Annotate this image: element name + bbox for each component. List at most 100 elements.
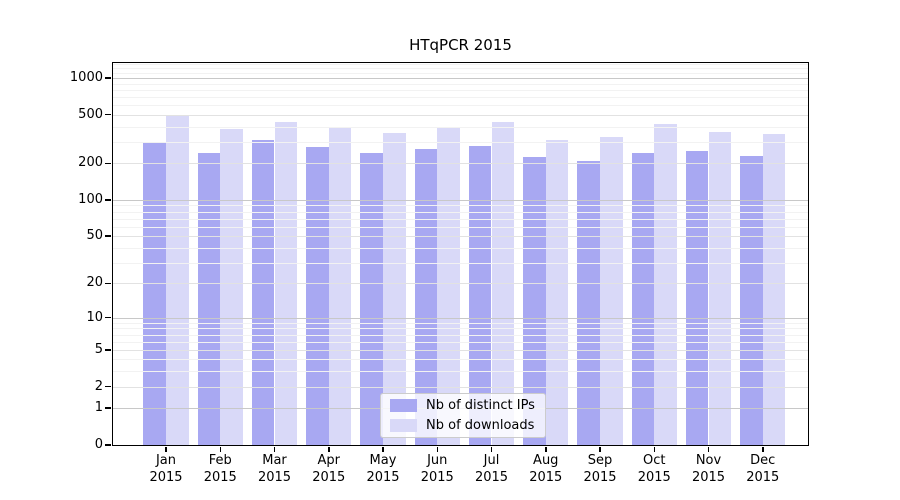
legend-label-distinct-ips: Nb of distinct IPs <box>426 398 535 413</box>
y-tick-label-10: 10 <box>86 309 103 325</box>
bar-nb-of-downloads-aug <box>545 140 569 445</box>
y-gridline-70 <box>113 218 808 220</box>
bar-nb-of-distinct-ips-jun <box>414 148 438 445</box>
y-gridline-80 <box>113 211 808 213</box>
x-tick-label-year: 2015 <box>691 469 726 485</box>
y-gridline-3 <box>113 371 808 373</box>
y-gridline-1000 <box>113 77 808 79</box>
y-gridline-700 <box>113 96 808 98</box>
bar-nb-of-downloads-may <box>383 133 406 445</box>
x-tick-label-month: Jun <box>427 453 448 468</box>
y-tick-label-1000: 1000 <box>69 69 103 85</box>
bar-nb-of-distinct-ips-jul <box>468 146 492 445</box>
y-gridline-1300 <box>113 64 808 66</box>
x-tick-label-month: Nov <box>695 453 722 468</box>
x-tick-jun <box>436 446 438 452</box>
y-gridline-2 <box>113 386 808 388</box>
x-tick-may <box>382 446 384 452</box>
x-tick-label-year: 2015 <box>637 469 671 485</box>
y-gridline-90 <box>113 205 808 207</box>
y-tick-label-100: 100 <box>78 191 103 207</box>
y-tick-label-50: 50 <box>86 228 103 244</box>
x-tick-label-month: Feb <box>208 453 232 468</box>
y-tick-label-1: 1 <box>94 400 103 416</box>
y-gridline-10 <box>113 317 808 319</box>
x-tick-label-oct: Oct 2015 <box>622 453 686 486</box>
y-gridline-200 <box>113 163 808 165</box>
x-tick-label-year: 2015 <box>746 469 780 485</box>
y-tick-10 <box>105 316 111 319</box>
y-tick-label-0: 0 <box>94 437 103 452</box>
x-tick-label-month: Sep <box>587 453 613 468</box>
x-tick-label-month: Aug <box>533 453 559 468</box>
bar-nb-of-downloads-jun <box>437 128 460 445</box>
bar-nb-of-distinct-ips-oct <box>631 152 655 445</box>
x-tick-label-nov: Nov 2015 <box>677 453 741 486</box>
x-tick-label-month: Jan <box>155 453 177 468</box>
y-gridline-500 <box>113 114 808 116</box>
x-tick-label-month: Jul <box>483 453 500 468</box>
bar-nb-of-downloads-sep <box>600 136 623 445</box>
x-tick-label-year: 2015 <box>257 469 292 485</box>
bar-nb-of-distinct-ips-sep <box>577 160 600 445</box>
x-tick-nov <box>707 446 710 452</box>
y-gridline-800 <box>113 89 808 91</box>
bar-nb-of-distinct-ips-apr <box>306 147 329 445</box>
y-gridline-40 <box>113 247 808 249</box>
y-tick-label-5: 5 <box>94 341 103 357</box>
x-tick-label-year: 2015 <box>203 469 237 485</box>
y-gridline-1100 <box>113 72 808 74</box>
bar-nb-of-downloads-oct <box>654 123 677 445</box>
x-tick-mar <box>273 446 276 452</box>
x-tick-sep <box>599 446 601 452</box>
y-tick-50 <box>105 235 111 237</box>
legend-item-downloads: Nb of downloads <box>390 417 545 435</box>
plot-area <box>113 63 808 445</box>
bar-nb-of-downloads-apr <box>328 128 352 445</box>
x-tick-label-mar: Mar 2015 <box>243 453 307 486</box>
bar-nb-of-distinct-ips-nov <box>685 151 709 445</box>
chart-title: HTqPCR 2015 <box>409 36 512 54</box>
bar-nb-of-downloads-feb <box>220 129 243 445</box>
x-tick-label-month: Apr <box>317 453 341 468</box>
bar-nb-of-distinct-ips-mar <box>251 139 275 445</box>
bar-nb-of-distinct-ips-feb <box>197 152 221 445</box>
x-tick-jan <box>165 446 167 452</box>
y-tick-1 <box>105 407 111 409</box>
y-gridline-30 <box>113 262 808 264</box>
legend-swatch-downloads <box>390 419 417 432</box>
legend-swatch-distinct-ips <box>390 399 417 412</box>
y-gridline-4 <box>113 359 808 361</box>
x-tick-label-dec: Dec 2015 <box>731 453 795 486</box>
x-tick-label-jan: Jan 2015 <box>134 453 198 486</box>
x-tick-jul <box>490 446 493 452</box>
y-tick-label-20: 20 <box>86 275 103 291</box>
x-tick-label-year: 2015 <box>312 469 346 485</box>
x-tick-label-year: 2015 <box>420 469 454 485</box>
bar-nb-of-downloads-jan <box>166 115 189 445</box>
y-tick-0 <box>105 444 111 446</box>
legend-label-downloads: Nb of downloads <box>426 418 535 433</box>
y-tick-label-200: 200 <box>78 155 103 171</box>
x-tick-label-apr: Apr 2015 <box>297 453 361 486</box>
y-gridline-7 <box>113 334 808 336</box>
legend-item-distinct-ips: Nb of distinct IPs <box>390 397 545 415</box>
x-tick-label-month: Mar <box>262 453 287 468</box>
y-gridline-1200 <box>113 68 808 70</box>
x-tick-label-year: 2015 <box>474 469 509 485</box>
x-tick-label-month: Oct <box>643 453 666 468</box>
y-tick-200 <box>105 162 111 164</box>
x-tick-label-month: May <box>369 453 397 468</box>
y-tick-label-500: 500 <box>78 106 103 122</box>
y-gridline-600 <box>113 105 808 107</box>
x-tick-label-sep: Sep 2015 <box>568 453 632 486</box>
y-gridline-9 <box>113 322 808 324</box>
y-gridline-20 <box>113 283 808 285</box>
y-gridline-50 <box>113 236 808 238</box>
y-gridline-8 <box>113 328 808 330</box>
bar-nb-of-downloads-nov <box>708 132 732 445</box>
x-tick-dec <box>762 446 764 452</box>
x-tick-label-year: 2015 <box>149 469 183 485</box>
bar-nb-of-distinct-ips-jan <box>143 143 166 445</box>
